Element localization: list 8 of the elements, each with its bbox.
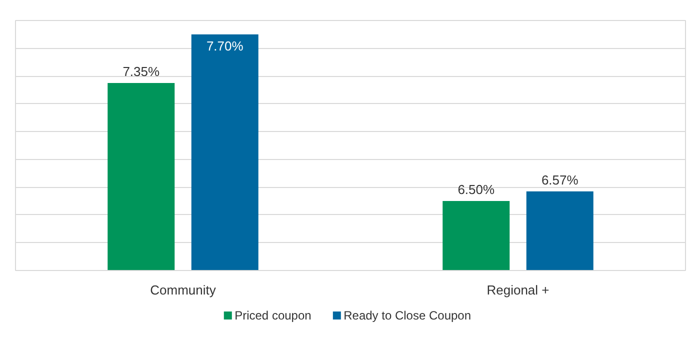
data-label: 6.57% — [541, 172, 579, 188]
legend-label: Ready to Close Coupon — [344, 308, 472, 322]
data-label: 6.50% — [458, 182, 495, 198]
legend-label: Priced coupon — [234, 308, 312, 322]
x-tick-label: Regional + — [486, 282, 550, 298]
data-label: 7.70% — [206, 38, 244, 54]
data-label: 7.35% — [122, 64, 160, 79]
x-tick-label: Community — [150, 282, 216, 298]
